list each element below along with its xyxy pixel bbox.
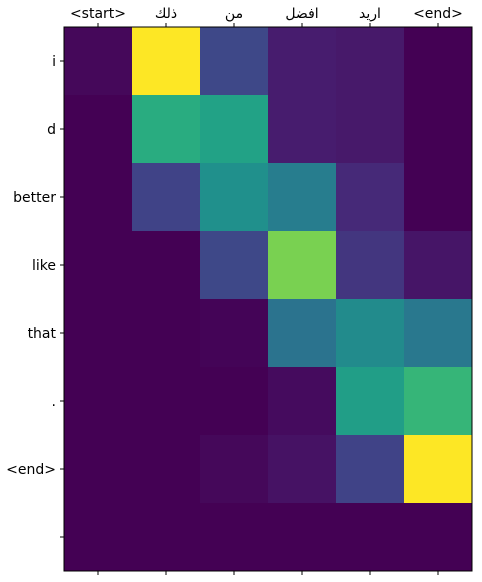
heatmap-cell <box>64 27 133 96</box>
heatmap-cell <box>200 95 269 164</box>
heatmap-cell <box>268 231 337 300</box>
heatmap-cell <box>132 163 201 232</box>
heatmap-cell <box>64 95 133 164</box>
heatmap-cell <box>64 367 133 436</box>
y-tick-label: better <box>13 190 56 206</box>
heatmap-cell <box>64 503 133 572</box>
heatmap-cell <box>200 163 269 232</box>
heatmap-cell <box>64 231 133 300</box>
heatmap-cell <box>200 231 269 300</box>
heatmap-cell <box>64 163 133 232</box>
heatmap-cell <box>132 95 201 164</box>
heatmap-cell <box>336 231 405 300</box>
y-tick-label: that <box>28 326 57 342</box>
x-tick-label: <start> <box>70 6 126 22</box>
x-tick-label: ذلك <box>155 6 177 22</box>
heatmap-cells <box>64 27 473 572</box>
heatmap-cell <box>404 231 473 300</box>
heatmap-cell <box>132 503 201 572</box>
heatmap-cell <box>268 163 337 232</box>
heatmap-cell <box>268 503 337 572</box>
heatmap-cell <box>404 435 473 504</box>
heatmap-cell <box>200 503 269 572</box>
x-tick-label: من <box>225 6 243 22</box>
heatmap-cell <box>404 27 473 96</box>
heatmap-cell <box>132 231 201 300</box>
heatmap-cell <box>336 299 405 368</box>
heatmap-cell <box>268 367 337 436</box>
heatmap-cell <box>200 299 269 368</box>
heatmap-cell <box>404 95 473 164</box>
x-tick-label: اريد <box>359 6 381 22</box>
heatmap-cell <box>336 95 405 164</box>
x-tick-label: <end> <box>413 6 463 22</box>
heatmap-cell <box>132 299 201 368</box>
heatmap-cell <box>132 367 201 436</box>
heatmap-cell <box>336 503 405 572</box>
y-tick-label: <end> <box>6 462 56 478</box>
y-axis-ticks: i d better like that. <end> <box>6 54 64 538</box>
x-tick-label: افضل <box>285 6 318 22</box>
y-tick-label: d <box>47 122 56 138</box>
heatmap-cell <box>132 435 201 504</box>
heatmap-cell <box>404 299 473 368</box>
heatmap-cell <box>336 367 405 436</box>
heatmap-cell <box>200 27 269 96</box>
y-tick-label: like <box>32 258 56 274</box>
heatmap-cell <box>268 27 337 96</box>
x-axis-ticks: <start> ذلك من افضل اريد <end> <box>70 6 463 575</box>
heatmap-cell <box>336 435 405 504</box>
heatmap-cell <box>200 367 269 436</box>
y-tick-label: . <box>52 394 56 410</box>
heatmap-cell <box>200 435 269 504</box>
heatmap-cell <box>336 163 405 232</box>
heatmap-cell <box>268 435 337 504</box>
plot-frame <box>63 26 473 572</box>
heatmap-cell <box>404 503 473 572</box>
heatmap-cell <box>64 435 133 504</box>
heatmap-cell <box>404 163 473 232</box>
y-tick-label: i <box>52 54 56 70</box>
heatmap-cell <box>336 27 405 96</box>
heatmap-cell <box>268 299 337 368</box>
heatmap-cell <box>404 367 473 436</box>
heatmap-cell <box>268 95 337 164</box>
heatmap-cell <box>132 27 201 96</box>
heatmap-cell <box>64 299 133 368</box>
